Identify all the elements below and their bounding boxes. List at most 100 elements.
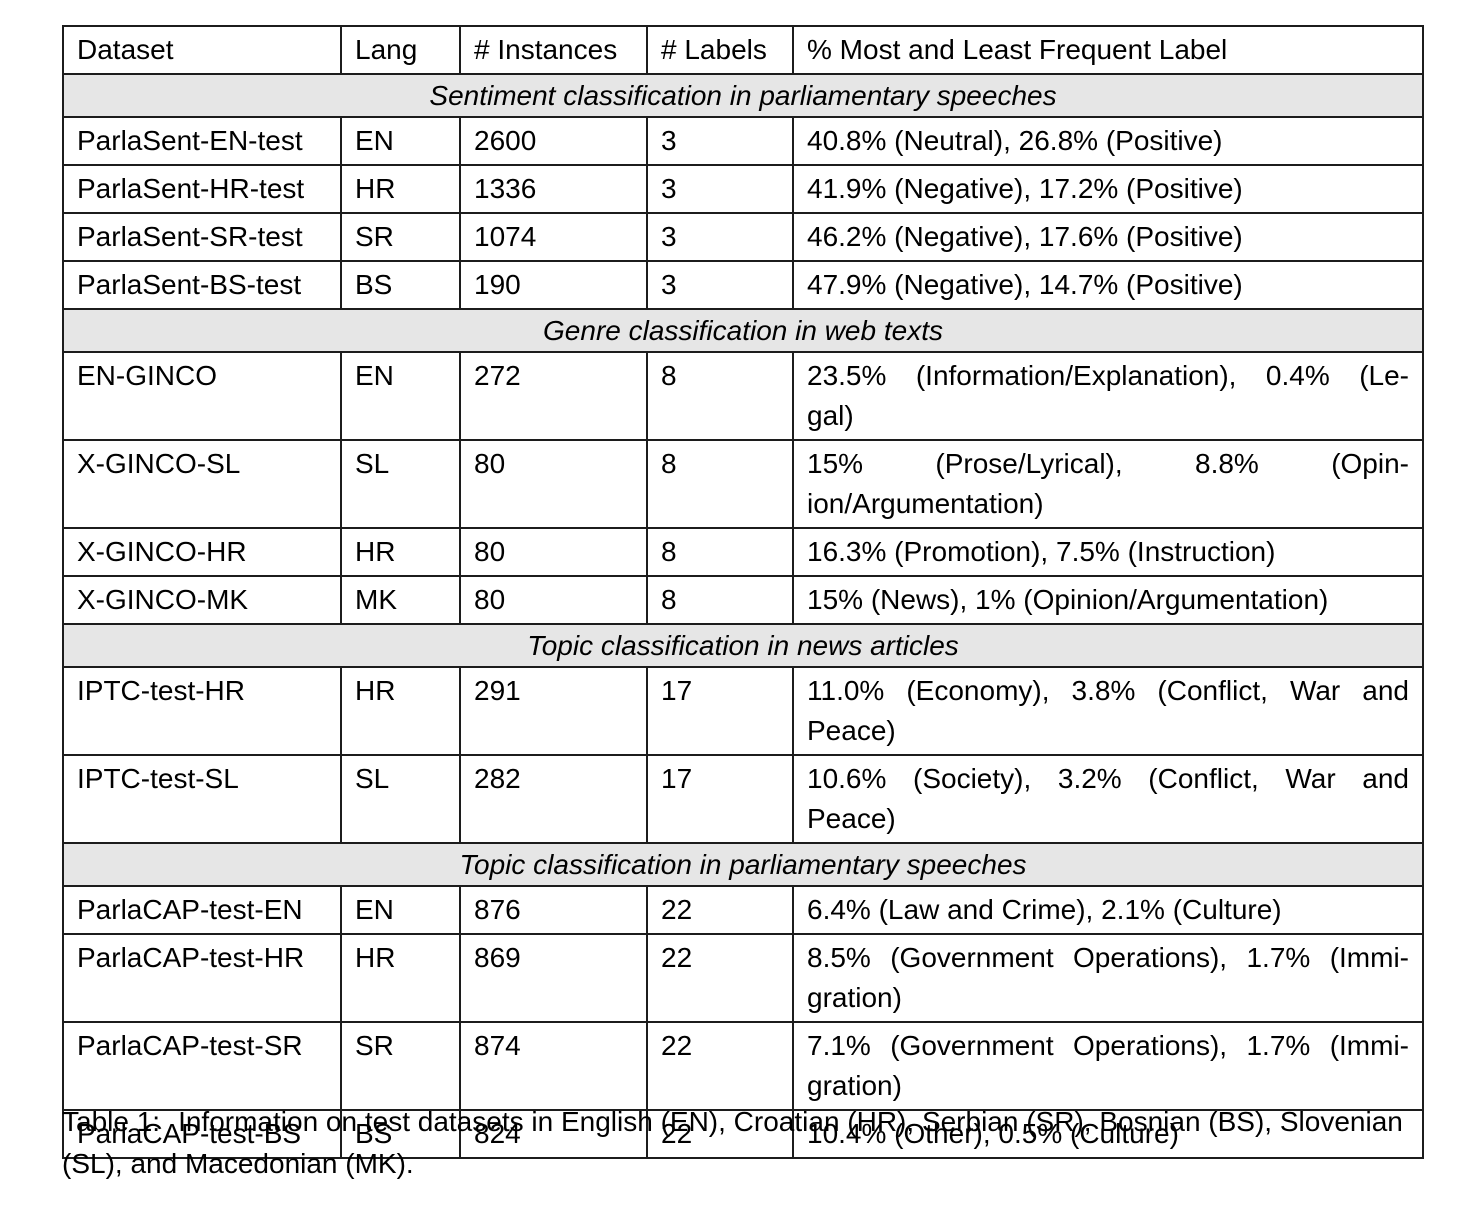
- section-header-row: Genre classification in web texts: [62, 308, 1424, 353]
- column-header-dataset: Dataset: [62, 25, 342, 75]
- table-row: ParlaCAP-test-BS BS 824 22 10.4% (Other), 0.…: [62, 1109, 1424, 1159]
- frequent-label-line: 8.5% (Government Operations), 1.7% (Immi…: [807, 942, 1409, 973]
- table-row: X-GINCO-SL SL 80 8 15% (Prose/Lyrical), 8.8%…: [62, 439, 1424, 529]
- cell-lang: EN: [340, 116, 461, 166]
- cell-frequent-label: 46.2% (Negative), 17.6% (Positive): [792, 212, 1424, 262]
- section-header-row: Topic classification in news articles: [62, 623, 1424, 668]
- frequent-label-line: 41.9% (Negative), 17.2% (Positive): [807, 173, 1243, 204]
- cell-frequent-label: 8.5% (Government Operations), 1.7% (Immi…: [792, 933, 1424, 1023]
- cell-labels: 22: [646, 1109, 794, 1159]
- column-header-labels: # Labels: [646, 25, 794, 75]
- frequent-label-line: Peace): [807, 803, 896, 834]
- cell-lang: HR: [340, 933, 461, 1023]
- table-row: X-GINCO-MK MK 80 8 15% (News), 1% (Opinion/A…: [62, 575, 1424, 625]
- cell-dataset: ParlaCAP-test-EN: [62, 885, 342, 935]
- cell-instances: 824: [459, 1109, 648, 1159]
- table-row: ParlaSent-HR-test HR 1336 3 41.9% (Negative)…: [62, 164, 1424, 214]
- section-title: Genre classification in web texts: [62, 308, 1424, 353]
- cell-frequent-label: 6.4% (Law and Crime), 2.1% (Culture): [792, 885, 1424, 935]
- cell-labels: 3: [646, 260, 794, 310]
- cell-dataset: EN-GINCO: [62, 351, 342, 441]
- cell-labels: 8: [646, 351, 794, 441]
- table-row: ParlaCAP-test-SR SR 874 22 7.1% (Government …: [62, 1021, 1424, 1111]
- frequent-label-line: ion/Argumentation): [807, 488, 1044, 519]
- cell-labels: 22: [646, 885, 794, 935]
- table-caption-text: Information on test datasets in English …: [62, 1106, 1403, 1179]
- frequent-label-line: gration): [807, 982, 902, 1013]
- cell-instances: 80: [459, 439, 648, 529]
- cell-instances: 291: [459, 666, 648, 756]
- frequent-label-line: 15% (News), 1% (Opinion/Argumentation): [807, 584, 1329, 615]
- cell-dataset: IPTC-test-HR: [62, 666, 342, 756]
- cell-instances: 869: [459, 933, 648, 1023]
- cell-dataset: ParlaSent-EN-test: [62, 116, 342, 166]
- table-caption-label: Table 1:: [62, 1106, 161, 1137]
- column-header-frequent-label: % Most and Least Frequent Label: [792, 25, 1424, 75]
- cell-labels: 17: [646, 666, 794, 756]
- cell-lang: MK: [340, 575, 461, 625]
- cell-lang: EN: [340, 885, 461, 935]
- cell-frequent-label: 23.5% (Information/Explanation), 0.4% (L…: [792, 351, 1424, 441]
- cell-dataset: ParlaSent-SR-test: [62, 212, 342, 262]
- column-header-lang: Lang: [340, 25, 461, 75]
- cell-frequent-label: 47.9% (Negative), 14.7% (Positive): [792, 260, 1424, 310]
- cell-frequent-label: 11.0% (Economy), 3.8% (Conflict, War and…: [792, 666, 1424, 756]
- table-row: ParlaSent-SR-test SR 1074 3 46.2% (Negative)…: [62, 212, 1424, 262]
- table-row: IPTC-test-HR HR 291 17 11.0% (Economy), 3.8%…: [62, 666, 1424, 756]
- cell-lang: BS: [340, 1109, 461, 1159]
- table-header-row: Dataset Lang # Instances # Labels % Most…: [62, 25, 1424, 75]
- cell-lang: BS: [340, 260, 461, 310]
- cell-dataset: ParlaSent-BS-test: [62, 260, 342, 310]
- cell-frequent-label: 40.8% (Neutral), 26.8% (Positive): [792, 116, 1424, 166]
- cell-dataset: IPTC-test-SL: [62, 754, 342, 844]
- cell-frequent-label: 41.9% (Negative), 17.2% (Positive): [792, 164, 1424, 214]
- cell-dataset: ParlaCAP-test-SR: [62, 1021, 342, 1111]
- cell-instances: 190: [459, 260, 648, 310]
- cell-instances: 282: [459, 754, 648, 844]
- table-caption: Table 1: Information on test datasets in …: [62, 1101, 1424, 1185]
- cell-labels: 8: [646, 527, 794, 577]
- cell-instances: 272: [459, 351, 648, 441]
- frequent-label-line: 46.2% (Negative), 17.6% (Positive): [807, 221, 1243, 252]
- frequent-label-line: 15% (Prose/Lyrical), 8.8% (Opin-: [807, 448, 1409, 479]
- table-row: ParlaCAP-test-HR HR 869 22 8.5% (Government …: [62, 933, 1424, 1023]
- section-header-row: Sentiment classification in parliamentar…: [62, 73, 1424, 118]
- frequent-label-line: gal): [807, 400, 854, 431]
- cell-lang: SL: [340, 439, 461, 529]
- frequent-label-line: 16.3% (Promotion), 7.5% (Instruction): [807, 536, 1276, 567]
- frequent-label-line: 6.4% (Law and Crime), 2.1% (Culture): [807, 894, 1282, 925]
- section-title: Topic classification in parliamentary sp…: [62, 842, 1424, 887]
- datasets-table: Dataset Lang # Instances # Labels % Most…: [62, 25, 1424, 1159]
- table-body: Sentiment classification in parliamentar…: [62, 73, 1424, 1159]
- section-header-row: Topic classification in parliamentary sp…: [62, 842, 1424, 887]
- cell-dataset: ParlaCAP-test-HR: [62, 933, 342, 1023]
- cell-lang: SR: [340, 212, 461, 262]
- table-row: EN-GINCO EN 272 8 23.5% (Information/Explana…: [62, 351, 1424, 441]
- cell-instances: 1336: [459, 164, 648, 214]
- cell-dataset: ParlaSent-HR-test: [62, 164, 342, 214]
- frequent-label-line: 7.1% (Government Operations), 1.7% (Immi…: [807, 1030, 1409, 1061]
- section-title: Sentiment classification in parliamentar…: [62, 73, 1424, 118]
- cell-instances: 80: [459, 527, 648, 577]
- cell-labels: 17: [646, 754, 794, 844]
- table-row: IPTC-test-SL SL 282 17 10.6% (Society), 3.2%…: [62, 754, 1424, 844]
- cell-dataset: X-GINCO-HR: [62, 527, 342, 577]
- cell-labels: 8: [646, 439, 794, 529]
- cell-dataset: X-GINCO-SL: [62, 439, 342, 529]
- frequent-label-line: 10.4% (Other), 0.5% (Culture): [807, 1118, 1179, 1149]
- cell-frequent-label: 16.3% (Promotion), 7.5% (Instruction): [792, 527, 1424, 577]
- cell-lang: SL: [340, 754, 461, 844]
- cell-instances: 2600: [459, 116, 648, 166]
- column-header-instances: # Instances: [459, 25, 648, 75]
- frequent-label-line: 11.0% (Economy), 3.8% (Conflict, War and: [807, 675, 1409, 706]
- table-row: ParlaSent-EN-test EN 2600 3 40.8% (Neutral),…: [62, 116, 1424, 166]
- cell-instances: 876: [459, 885, 648, 935]
- frequent-label-line: gration): [807, 1070, 902, 1101]
- cell-labels: 22: [646, 1021, 794, 1111]
- cell-frequent-label: 10.4% (Other), 0.5% (Culture): [792, 1109, 1424, 1159]
- cell-dataset: X-GINCO-MK: [62, 575, 342, 625]
- cell-lang: EN: [340, 351, 461, 441]
- cell-instances: 80: [459, 575, 648, 625]
- cell-lang: SR: [340, 1021, 461, 1111]
